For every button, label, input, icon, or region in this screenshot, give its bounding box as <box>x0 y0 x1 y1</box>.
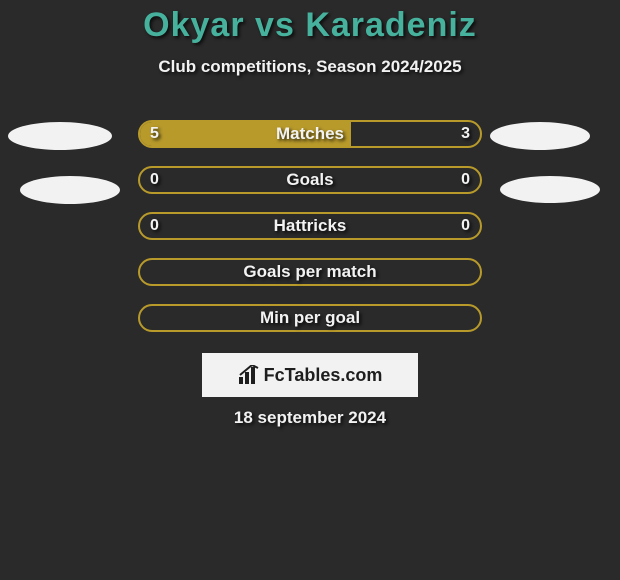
stat-bar-track <box>138 166 482 194</box>
stat-row: Min per goal <box>0 304 620 334</box>
stat-row: Goals per match <box>0 258 620 288</box>
player-photo-placeholder <box>20 176 120 204</box>
brand-logo: FcTables.com <box>238 365 383 386</box>
player-photo-placeholder <box>500 176 600 203</box>
brand-text: FcTables.com <box>264 365 383 386</box>
generated-date: 18 september 2024 <box>0 408 620 428</box>
stat-bar-track <box>138 120 482 148</box>
stat-rows: Matches53Goals00Hattricks00Goals per mat… <box>0 120 620 350</box>
stat-bar-track <box>138 258 482 286</box>
vs-word: vs <box>255 6 295 44</box>
chart-icon <box>238 365 260 385</box>
subtitle: Club competitions, Season 2024/2025 <box>0 57 620 77</box>
brand-rest: Tables.com <box>285 365 383 385</box>
player-right-name: Karadeniz <box>305 6 477 44</box>
player-left-name: Okyar <box>143 6 244 44</box>
brand-prefix: Fc <box>264 365 285 385</box>
stat-bar-track <box>138 212 482 240</box>
player-photo-placeholder <box>8 122 112 150</box>
brand-logo-box: FcTables.com <box>202 353 418 397</box>
stat-bar-fill-left <box>140 122 351 146</box>
player-photo-placeholder <box>490 122 590 150</box>
comparison-infographic: Okyar vs Karadeniz Club competitions, Se… <box>0 0 620 580</box>
stat-row: Hattricks00 <box>0 212 620 242</box>
stat-bar-track <box>138 304 482 332</box>
page-title: Okyar vs Karadeniz <box>0 0 620 45</box>
